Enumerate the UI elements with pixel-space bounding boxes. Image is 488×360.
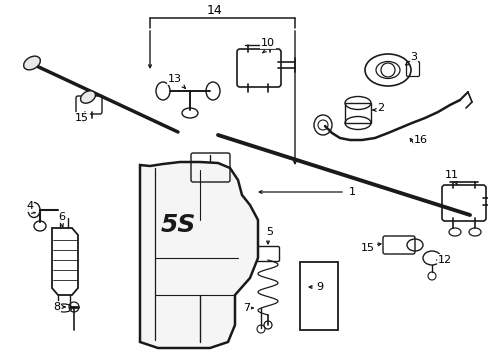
Bar [299, 262, 337, 330]
Text: 11: 11 [444, 170, 458, 180]
Text: 1: 1 [348, 187, 355, 197]
Text: 5: 5 [266, 227, 273, 237]
Text: 12: 12 [437, 255, 451, 265]
Text: 2: 2 [377, 103, 384, 113]
Text: 15: 15 [360, 243, 374, 253]
Text: 3: 3 [409, 52, 417, 62]
Text: 14: 14 [207, 4, 223, 17]
Text: 13: 13 [168, 74, 182, 84]
Text: 8: 8 [53, 302, 61, 312]
Text: 7: 7 [243, 303, 250, 313]
Text: 5S: 5S [160, 213, 195, 237]
Bar [345, 103, 370, 123]
Text: 9: 9 [316, 282, 323, 292]
Ellipse shape [81, 91, 95, 103]
Ellipse shape [23, 56, 41, 70]
Polygon shape [140, 162, 258, 348]
Text: 16: 16 [413, 135, 427, 145]
Text: 15: 15 [75, 113, 89, 123]
Text: 10: 10 [261, 38, 274, 48]
Text: 4: 4 [26, 201, 34, 211]
Text: 6: 6 [59, 212, 65, 222]
